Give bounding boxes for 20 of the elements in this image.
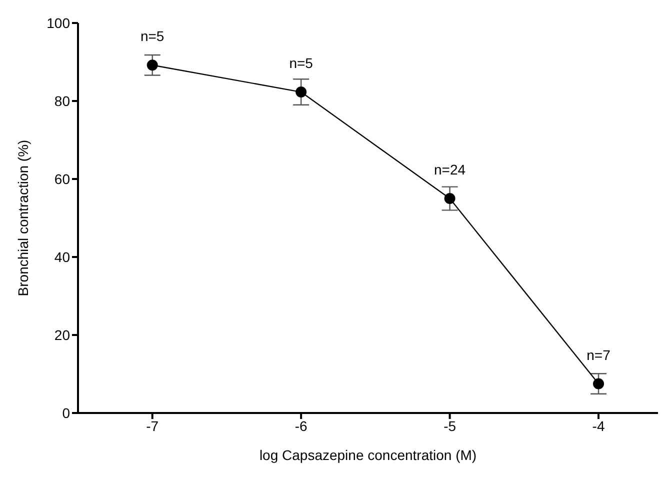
- y-axis-title: Bronchial contraction (%): [14, 140, 31, 296]
- y-tick-label: 100: [46, 14, 70, 31]
- y-tick-label: 60: [54, 170, 70, 187]
- point: [296, 86, 307, 98]
- annotation: n=5: [140, 28, 164, 44]
- y-tick-label: 80: [54, 92, 70, 109]
- x-tick-label: -4: [592, 418, 605, 434]
- x-tick-label: -6: [294, 418, 308, 434]
- y-tick-label: 20: [54, 326, 70, 343]
- point: [444, 193, 456, 204]
- x-tick-label: -7: [146, 418, 159, 434]
- annotation: n=7: [586, 346, 611, 363]
- point: [146, 60, 158, 71]
- annotation: n=24: [434, 162, 466, 178]
- annotation: n=5: [289, 55, 314, 72]
- x-axis-title: log Capsazepine concentration (M): [259, 447, 477, 463]
- y-tick-label: 40: [54, 248, 70, 265]
- point: [593, 378, 604, 390]
- x-tick-label: -5: [444, 418, 456, 434]
- y-tick-label: 0: [62, 404, 70, 421]
